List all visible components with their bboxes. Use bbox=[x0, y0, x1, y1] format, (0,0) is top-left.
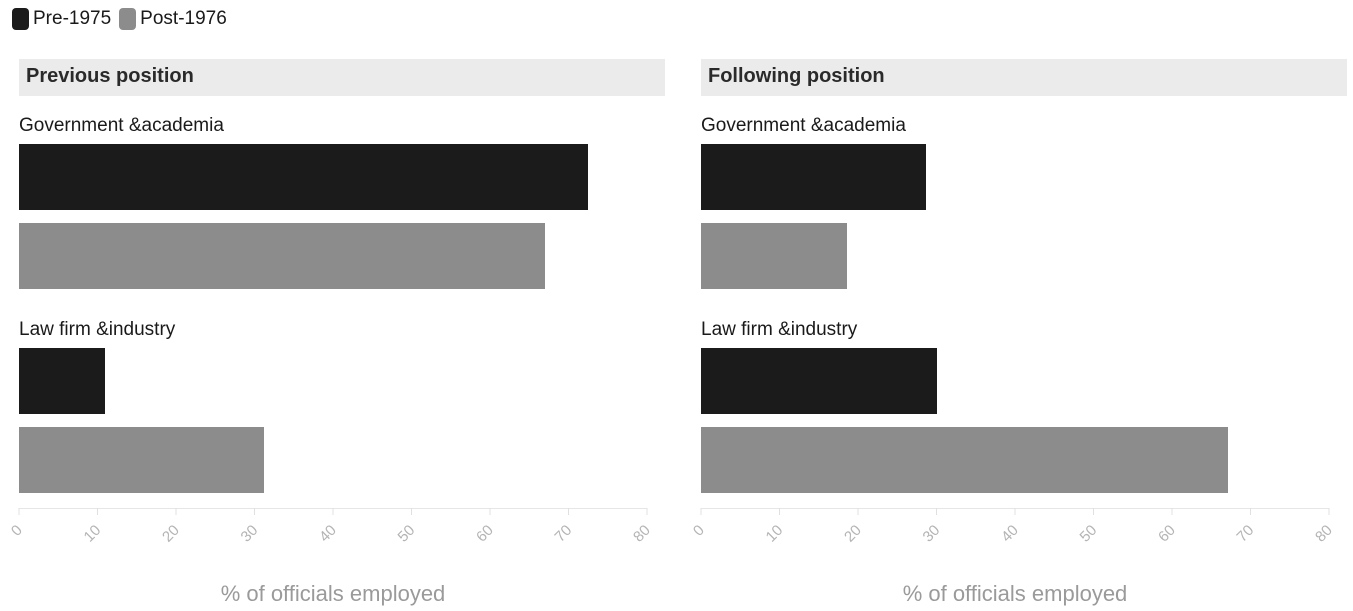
legend-swatch-pre-1975 bbox=[12, 8, 29, 30]
category-label: Government &academia bbox=[701, 115, 906, 136]
legend-label-pre-1975: Pre-1975 bbox=[33, 8, 112, 29]
x-axis: 0 10 20 30 40 50 60 70 80 bbox=[690, 508, 1336, 546]
legend-swatch-post-1976 bbox=[119, 8, 137, 30]
x-axis-title: % of officials employed bbox=[220, 581, 446, 606]
x-tick-label: 50 bbox=[395, 522, 419, 546]
x-tick-label: 70 bbox=[552, 522, 576, 546]
legend-label-post-1976: Post-1976 bbox=[140, 8, 227, 29]
x-tick-label: 30 bbox=[920, 522, 944, 546]
x-axis-title: % of officials employed bbox=[902, 581, 1128, 606]
legend-item-pre-1975[interactable]: Pre-1975 bbox=[12, 8, 111, 30]
bar-post-1976[interactable] bbox=[701, 427, 1228, 493]
x-axis: 0 10 20 30 40 50 60 70 80 bbox=[8, 508, 654, 546]
x-tick-label: 40 bbox=[316, 522, 340, 546]
x-tick-label: 40 bbox=[998, 522, 1022, 546]
legend-item-post-1976[interactable]: Post-1976 bbox=[119, 8, 227, 30]
x-tick-label: 20 bbox=[159, 522, 183, 546]
category-label: Government &academia bbox=[19, 115, 224, 136]
bar-pre-1975[interactable] bbox=[19, 144, 589, 210]
x-tick-label: 70 bbox=[1234, 522, 1258, 546]
bar-post-1976[interactable] bbox=[19, 223, 545, 289]
panel-header: Following position bbox=[701, 59, 1347, 96]
bar-pre-1975[interactable] bbox=[701, 348, 937, 414]
panel-header: Previous position bbox=[19, 59, 665, 96]
bar-pre-1975[interactable] bbox=[701, 144, 927, 210]
bar-post-1976[interactable] bbox=[19, 427, 264, 493]
x-tick-label: 50 bbox=[1077, 522, 1101, 546]
x-tick-label: 60 bbox=[1155, 522, 1179, 546]
panel-title: Following position bbox=[708, 65, 885, 87]
panel-title: Previous position bbox=[26, 65, 194, 87]
x-tick-label: 80 bbox=[630, 522, 654, 546]
bar-pre-1975[interactable] bbox=[19, 348, 106, 414]
category-label: Law firm &industry bbox=[19, 319, 176, 340]
x-tick-label: 60 bbox=[473, 522, 497, 546]
x-tick-label: 10 bbox=[81, 522, 105, 546]
x-tick-label: 10 bbox=[763, 522, 787, 546]
x-tick-label: 0 bbox=[690, 522, 708, 540]
x-tick-label: 20 bbox=[841, 522, 865, 546]
x-tick-label: 0 bbox=[8, 522, 26, 540]
category-label: Law firm &industry bbox=[701, 319, 858, 340]
legend: Pre-1975 Post-1976 bbox=[12, 8, 235, 30]
x-tick-label: 30 bbox=[238, 522, 262, 546]
x-tick-label: 80 bbox=[1312, 522, 1336, 546]
bar-post-1976[interactable] bbox=[701, 223, 847, 289]
